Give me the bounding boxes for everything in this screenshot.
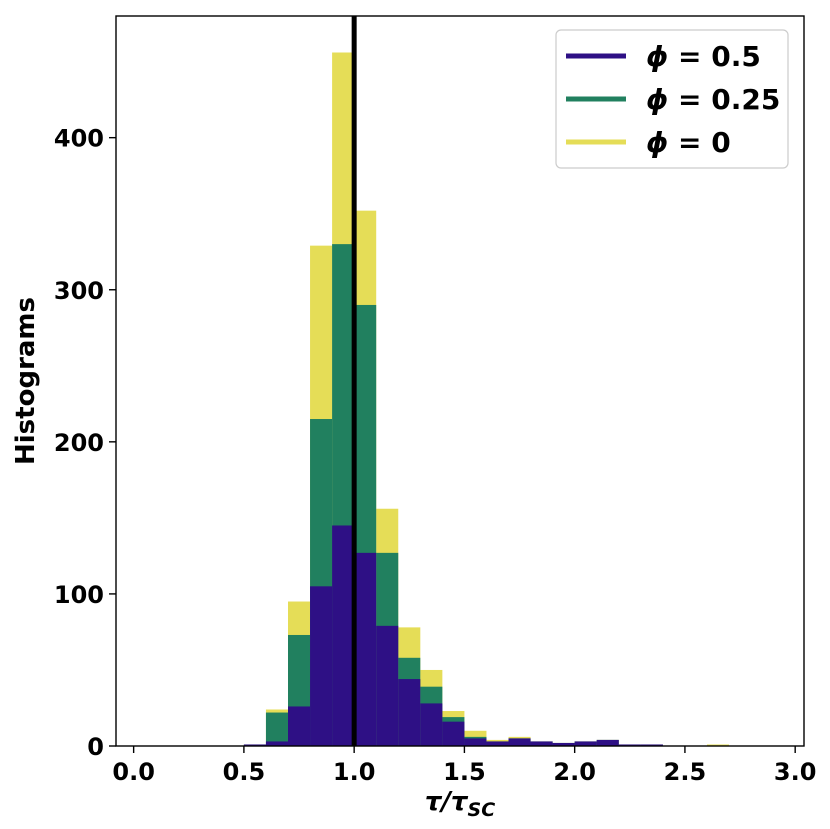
x-axis-ticks: 0.0 0.5 1.0 1.5 2.0 2.5 3.0: [112, 746, 816, 786]
histogram-bar: [442, 721, 465, 746]
legend-value: = 0.25: [668, 83, 780, 116]
legend-box: [555, 29, 789, 169]
histogram-bar: [574, 741, 597, 746]
x-tick-label: 3.0: [774, 758, 817, 786]
x-axis-title-sub: SC: [468, 799, 496, 821]
y-tick-label: 100: [54, 581, 104, 609]
legend-value: = 0.5: [668, 40, 761, 73]
x-tick-label: 1.5: [443, 758, 486, 786]
histogram-bars: [243, 52, 730, 747]
histogram-bar: [310, 586, 333, 746]
legend-symbol: ϕ: [646, 83, 668, 116]
legend-symbol: ϕ: [646, 40, 668, 73]
legend-label: ϕ = 0.25: [646, 83, 780, 116]
y-tick-label: 400: [54, 125, 104, 153]
y-tick-label: 0: [87, 733, 104, 761]
x-tick-label: 2.5: [664, 758, 707, 786]
histogram-bar: [420, 703, 443, 746]
y-tick-label: 200: [54, 429, 104, 457]
y-tick-label: 300: [54, 277, 104, 305]
x-axis-title-main: τ/τ: [425, 787, 469, 817]
histogram-bar: [354, 552, 377, 746]
legend: ϕ = 0.5ϕ = 0.25ϕ = 0: [555, 29, 789, 169]
histogram-bar: [398, 679, 421, 746]
plot-frame: [115, 15, 805, 747]
legend-symbol: ϕ: [646, 126, 668, 159]
histogram-bar: [376, 625, 399, 746]
x-tick-label: 1.0: [333, 758, 376, 786]
histogram-bar: [265, 741, 288, 746]
y-axis-title: Histograms: [11, 297, 41, 465]
histogram-bar: [243, 744, 266, 746]
histogram-bar: [530, 741, 553, 746]
x-axis-title: τ/τSC: [425, 787, 495, 821]
histogram-bar: [464, 738, 487, 746]
histogram-bar: [552, 742, 575, 746]
x-tick-label: 0.0: [112, 758, 155, 786]
histogram-bar: [706, 744, 730, 746]
histogram-bar: [288, 706, 311, 746]
x-tick-label: 0.5: [223, 758, 266, 786]
histogram-bar: [332, 525, 355, 746]
histogram-bar: [508, 738, 531, 746]
histogram-bar: [486, 741, 509, 746]
y-axis-ticks: 0 100 200 300 400: [54, 125, 116, 761]
histogram-bar: [596, 739, 619, 746]
histogram-bar: [265, 712, 288, 746]
legend-label: ϕ = 0: [646, 126, 731, 159]
histogram-bar: [618, 744, 641, 746]
legend-value: = 0: [668, 126, 730, 159]
legend-label: ϕ = 0.5: [646, 40, 761, 73]
histogram-bar: [640, 744, 663, 746]
x-tick-label: 2.0: [553, 758, 596, 786]
